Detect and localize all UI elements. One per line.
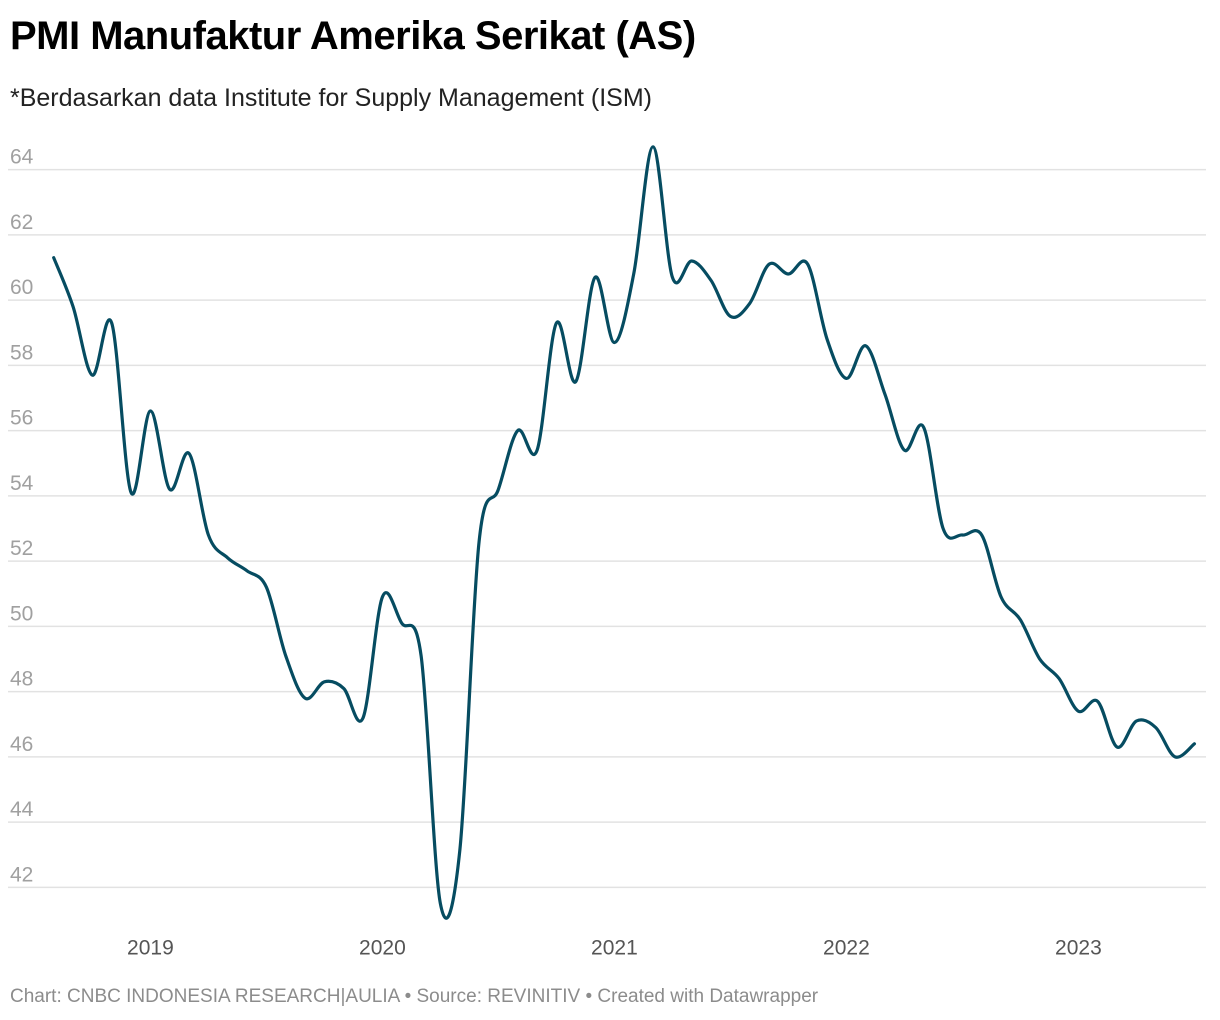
y-tick-label: 54 — [10, 472, 34, 495]
footer-created-with-link[interactable]: Created with Datawrapper — [597, 986, 819, 1007]
chart-footer: Chart: CNBC INDONESIA RESEARCH|AULIA • S… — [10, 984, 818, 1010]
chart-subtitle: *Berdasarkan data Institute for Supply M… — [10, 84, 652, 112]
y-tick-label: 58 — [10, 341, 33, 364]
x-tick-label: 2019 — [127, 936, 174, 959]
y-tick-label: 44 — [10, 798, 34, 821]
gridlines — [8, 168, 1206, 889]
x-tick-label: 2023 — [1055, 936, 1102, 959]
footer-separator: • — [585, 986, 593, 1007]
footer-separator: • — [404, 986, 412, 1007]
chart-title: PMI Manufaktur Amerika Serikat (AS) — [10, 14, 696, 58]
x-tick-label: 2021 — [591, 936, 638, 959]
series-layer — [52, 145, 1196, 920]
x-tick-label: 2022 — [823, 936, 870, 959]
y-tick-label: 48 — [10, 668, 33, 691]
x-tick-label: 2020 — [359, 936, 406, 959]
footer-chart-credit: CNBC INDONESIA RESEARCH|AULIA — [67, 986, 400, 1007]
y-tick-label: 42 — [10, 863, 33, 886]
y-tick-label: 60 — [10, 276, 33, 299]
y-tick-label: 50 — [10, 602, 33, 625]
y-tick-label: 62 — [10, 211, 33, 234]
footer-chart-label: Chart: — [10, 986, 62, 1007]
y-axis-labels: 42 44 46 48 50 52 54 56 58 60 62 64 — [10, 146, 34, 887]
y-tick-label: 64 — [10, 146, 34, 169]
series-line — [52, 145, 1196, 920]
footer-source: REVINITIV — [487, 986, 581, 1007]
line-chart: 42 44 46 48 50 52 54 56 58 60 62 64 2019 2020 2021 202… — [8, 145, 1206, 959]
footer-source-label: Source: — [416, 986, 482, 1007]
y-tick-label: 52 — [10, 537, 33, 560]
x-axis-labels: 2019 2020 2021 2022 2023 — [127, 936, 1102, 959]
y-tick-label: 56 — [10, 407, 33, 430]
y-tick-label: 46 — [10, 733, 33, 756]
